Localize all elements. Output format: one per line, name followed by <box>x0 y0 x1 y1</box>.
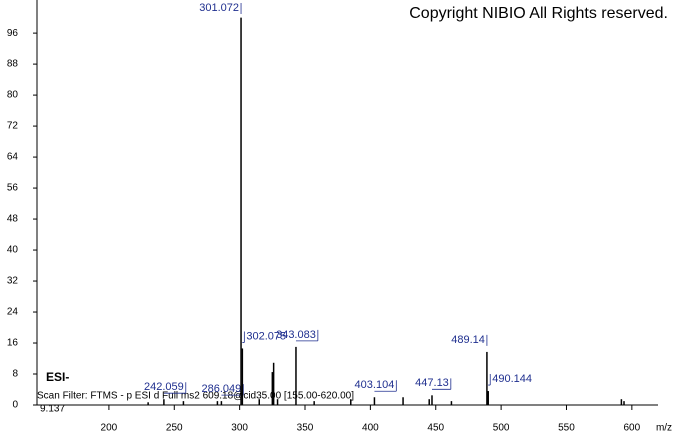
x-tick-label: 200 <box>101 423 118 434</box>
y-tick-label: 96 <box>7 28 19 39</box>
x-axis-label: m/z <box>656 423 672 434</box>
y-tick-label: 48 <box>7 214 19 225</box>
x-tick-label: 350 <box>297 423 314 434</box>
label-bracket <box>295 329 319 342</box>
label-bracket <box>242 331 245 343</box>
x-tick-label: 600 <box>624 423 641 434</box>
y-tick-label: 40 <box>7 245 19 256</box>
peak-label: 286.049 <box>202 383 242 395</box>
x-tick-label: 300 <box>231 423 248 434</box>
y-tick-label: 56 <box>7 183 19 194</box>
scan-filter: Scan Filter: FTMS - p ESI d Full ms2 609… <box>37 391 354 402</box>
label-bracket <box>431 378 452 390</box>
y-tick-label: 32 <box>7 276 19 287</box>
peak-label: 447.13 <box>415 377 449 389</box>
peak-label: 242.059 <box>144 381 184 393</box>
label-bracket <box>163 382 187 394</box>
x-tick-label: 450 <box>427 423 444 434</box>
retention-time: 9.137 <box>40 404 65 415</box>
peak-label: 489.14 <box>451 334 485 346</box>
peak-label: 343.083 <box>276 329 316 341</box>
y-tick-label: 80 <box>7 90 19 101</box>
x-tick-label: 400 <box>362 423 379 434</box>
peak-label: 403.104 <box>355 379 395 391</box>
y-tick-label: 16 <box>7 338 19 349</box>
label-bracket <box>488 374 491 386</box>
label-bracket <box>374 380 397 392</box>
y-tick-label: 88 <box>7 59 19 70</box>
x-tick-label: 500 <box>493 423 510 434</box>
ion-mode: ESI- <box>46 370 69 384</box>
peak-label: 490.144 <box>492 373 532 385</box>
y-tick-label: 72 <box>7 121 19 132</box>
peak-label: 302.075 <box>246 330 286 342</box>
x-tick-label: 550 <box>558 423 575 434</box>
y-tick-label: 0 <box>12 400 18 411</box>
y-tick-label: 8 <box>12 369 18 380</box>
peak-label: 301.072 <box>199 2 239 14</box>
x-tick-label: 250 <box>166 423 183 434</box>
label-bracket <box>221 384 244 396</box>
copyright: Copyright NIBIO All Rights reserved. <box>409 5 668 22</box>
y-tick-label: 64 <box>7 152 19 163</box>
y-tick-label: 24 <box>7 307 19 318</box>
